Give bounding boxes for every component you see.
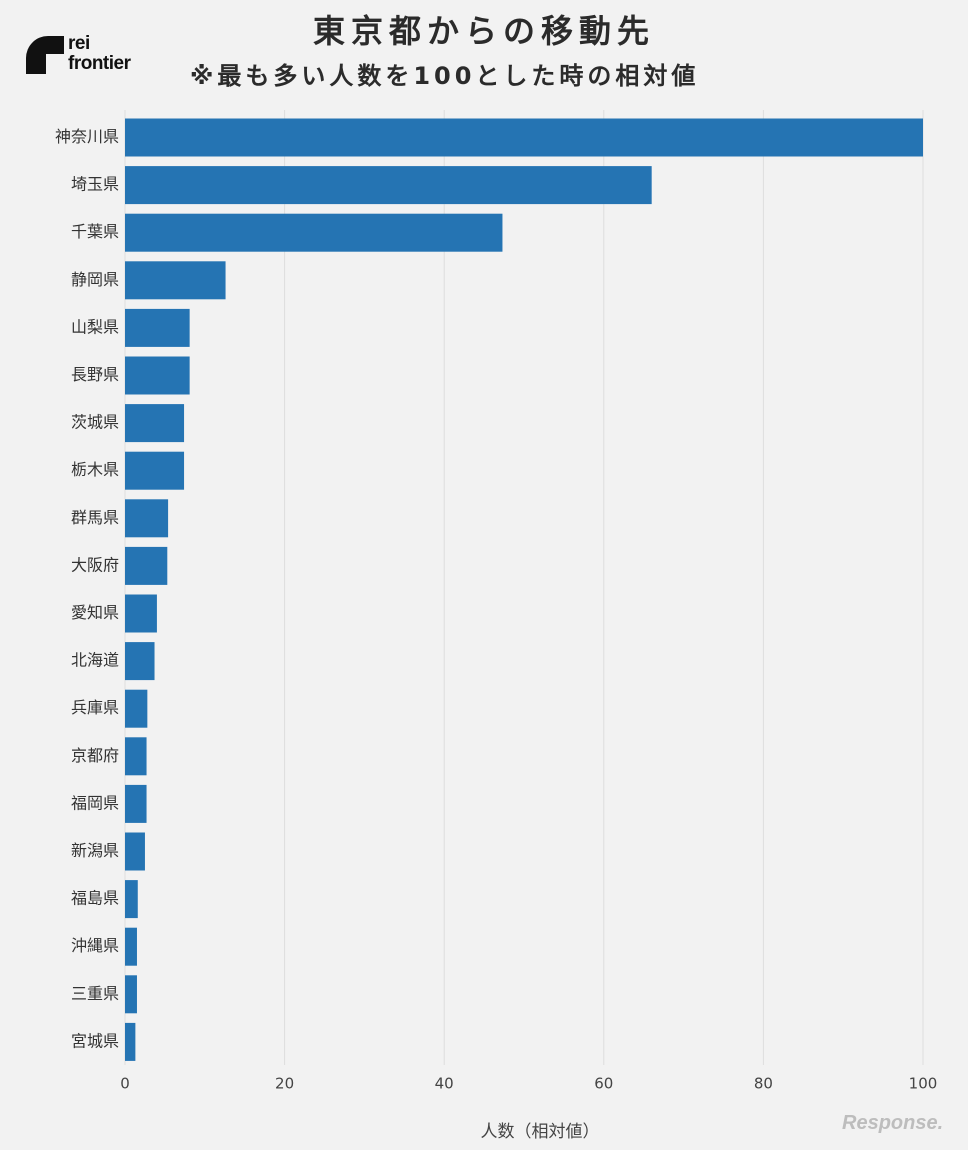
category-label: 長野県	[71, 365, 119, 384]
category-label: 茨城県	[71, 413, 119, 432]
bar	[125, 880, 138, 919]
category-label: 福島県	[71, 889, 119, 908]
bar	[125, 404, 185, 443]
category-label: 宮城県	[71, 1031, 119, 1050]
category-label: 静岡県	[71, 270, 119, 289]
category-label: 新潟県	[71, 841, 119, 860]
category-label: 千葉県	[71, 222, 119, 241]
bar	[125, 737, 147, 776]
x-tick-label: 20	[275, 1075, 294, 1093]
category-label: 栃木県	[71, 460, 119, 479]
x-tick-label: 0	[120, 1075, 130, 1093]
bar	[125, 975, 137, 1014]
logo-text: rei frontier	[68, 34, 131, 74]
x-tick-label: 60	[594, 1075, 613, 1093]
x-axis-title: 人数（相対値）	[481, 1122, 600, 1142]
bar	[125, 308, 190, 347]
category-label: 群馬県	[71, 508, 119, 527]
x-tick-label: 100	[909, 1075, 938, 1093]
category-label: 兵庫県	[71, 698, 119, 717]
bar	[125, 499, 169, 538]
bar	[125, 1022, 136, 1061]
bar	[125, 594, 157, 633]
category-label: 山梨県	[71, 317, 119, 336]
category-label: 愛知県	[71, 603, 119, 622]
bar	[125, 261, 226, 300]
x-tick-label: 80	[754, 1075, 773, 1093]
category-label: 神奈川県	[55, 127, 119, 146]
logo-text-line2: frontier	[68, 53, 131, 74]
bar	[125, 451, 185, 490]
bar	[125, 784, 147, 823]
category-label: 福岡県	[71, 793, 119, 812]
x-tick-label: 40	[435, 1075, 454, 1093]
bar	[125, 356, 190, 395]
bar	[125, 546, 168, 585]
response-watermark: Response.	[842, 1112, 944, 1134]
category-label: 埼玉県	[71, 175, 119, 194]
category-label: 北海道	[71, 651, 119, 670]
logo-text-line1: rei	[68, 33, 90, 54]
category-label: 京都府	[71, 746, 119, 765]
bar	[125, 213, 503, 252]
logo-mark	[26, 36, 64, 74]
chart-subtitle: ※最も多い人数を100とした時の相対値	[190, 62, 700, 90]
category-label: 三重県	[71, 984, 119, 1003]
bar	[125, 642, 155, 681]
bar	[125, 927, 137, 966]
bar	[125, 689, 148, 728]
bar	[125, 118, 923, 157]
chart-title: 東京都からの移動先	[312, 12, 655, 50]
bar	[125, 832, 145, 871]
brand-logo: rei frontier	[26, 34, 156, 80]
category-label: 大阪府	[71, 555, 119, 574]
bar	[125, 166, 652, 205]
category-label: 沖縄県	[71, 936, 119, 955]
